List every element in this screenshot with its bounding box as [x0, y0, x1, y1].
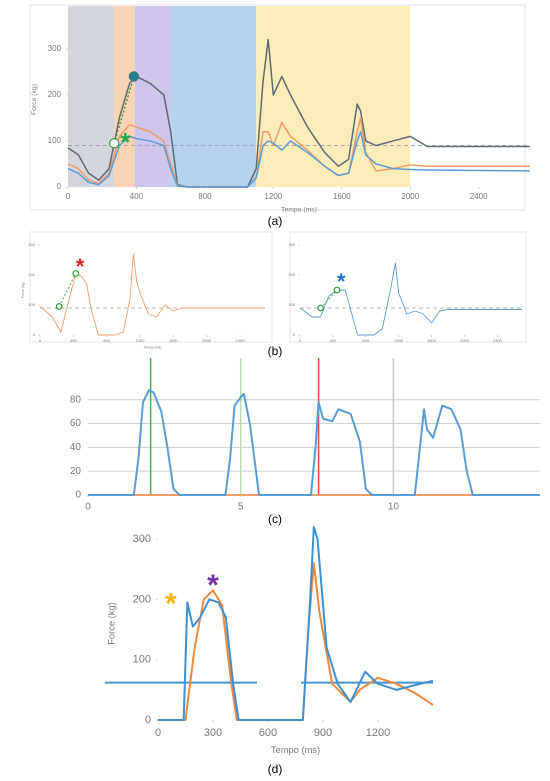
y-tick-label: 100 — [133, 654, 151, 666]
y-axis-title: Force (kg) — [31, 84, 38, 115]
x-tick-label: 900 — [314, 727, 332, 739]
x-tick-label: 1600 — [427, 338, 437, 343]
x-tick-label: 10 — [388, 502, 400, 513]
x-tick-label: 2400 — [236, 338, 246, 343]
x-tick-label: 2000 — [401, 192, 419, 201]
x-tick-label: 2400 — [493, 338, 503, 343]
phase-region — [256, 6, 411, 187]
y-tick-label: 300 — [288, 242, 295, 247]
series-line — [158, 526, 434, 721]
series-line — [67, 130, 531, 188]
y-tick-label: 100 — [288, 302, 295, 307]
connector — [320, 289, 338, 309]
x-tick-label: 0 — [85, 502, 91, 513]
x-axis-title: Tempo (ms) — [144, 345, 162, 349]
series-line — [67, 38, 530, 188]
marker-point — [108, 138, 120, 149]
x-tick-label: 2000 — [202, 338, 212, 343]
x-tick-label: 800 — [362, 338, 369, 343]
x-tick-label: 5 — [238, 502, 244, 513]
y-tick-label: 0 — [145, 714, 151, 726]
connector — [58, 273, 77, 307]
marker-point — [333, 286, 341, 294]
y-tick-label: 20 — [70, 466, 82, 477]
marker-point — [317, 304, 324, 312]
x-tick-label: 1600 — [169, 338, 179, 343]
x-tick-label: 400 — [130, 192, 144, 201]
x-axis-title: Tempo (ms) — [271, 745, 320, 755]
panel-label: (d) — [268, 762, 283, 776]
series-line — [88, 389, 540, 496]
asterisk: * — [120, 127, 131, 157]
y-tick-label: 0 — [57, 182, 62, 191]
marker-point — [128, 71, 140, 82]
x-tick-label: 400 — [70, 338, 77, 343]
y-tick-label: 100 — [28, 302, 35, 307]
x-tick-label: 800 — [198, 192, 212, 201]
x-tick-label: 0 — [39, 338, 42, 343]
y-tick-label: 200 — [133, 593, 151, 605]
series-line — [158, 562, 434, 721]
phase-region — [114, 6, 135, 187]
x-tick-label: 0 — [66, 192, 71, 201]
asterisk: * — [337, 269, 346, 294]
x-tick-label: 1200 — [136, 338, 146, 343]
series-line — [67, 117, 530, 188]
panel-label: (b) — [268, 344, 283, 358]
series-line — [39, 253, 265, 336]
x-tick-label: 1200 — [264, 192, 282, 201]
x-tick-label: 1200 — [394, 338, 404, 343]
panel-frame — [29, 231, 273, 343]
y-tick-label: 300 — [133, 533, 151, 545]
y-tick-label: 0 — [293, 332, 296, 337]
y-tick-label: 200 — [28, 272, 35, 277]
x-tick-label: 800 — [103, 338, 110, 343]
panel-label: (c) — [268, 512, 282, 526]
x-tick-label: 400 — [330, 338, 337, 343]
series-line — [299, 262, 522, 336]
x-tick-label: 2400 — [470, 192, 488, 201]
asterisk: * — [207, 569, 219, 602]
y-tick-label: 200 — [288, 272, 295, 277]
asterisk: * — [165, 587, 177, 620]
panel-label: (a) — [268, 214, 283, 228]
panel-frame — [289, 231, 527, 343]
x-tick-label: 0 — [155, 727, 161, 739]
phase-region — [134, 6, 171, 187]
y-tick-label: 300 — [48, 44, 62, 53]
x-tick-label: 1200 — [366, 727, 390, 739]
y-tick-label: 300 — [28, 242, 35, 247]
marker-point — [72, 270, 80, 277]
x-tick-label: 2000 — [460, 338, 470, 343]
x-axis-title: Tempo (ms) — [281, 207, 317, 214]
y-tick-label: 80 — [70, 394, 82, 405]
y-tick-label: 40 — [70, 442, 82, 453]
y-tick-label: 0 — [33, 332, 36, 337]
y-tick-label: 0 — [75, 490, 81, 501]
panel-frame — [29, 4, 526, 211]
y-tick-label: 200 — [48, 90, 62, 99]
x-tick-label: 0 — [299, 338, 302, 343]
x-tick-label: 600 — [259, 727, 277, 739]
phase-region — [170, 6, 257, 187]
asterisk: * — [76, 254, 85, 279]
y-tick-label: 100 — [48, 136, 62, 145]
phase-region — [68, 6, 115, 187]
x-tick-label: 300 — [204, 727, 222, 739]
marker-point — [55, 303, 63, 310]
y-axis-title: Force (kg) — [21, 282, 25, 297]
x-tick-label: 1600 — [333, 192, 351, 201]
y-axis-title: Force (kg) — [106, 602, 116, 645]
y-tick-label: 60 — [70, 418, 82, 429]
